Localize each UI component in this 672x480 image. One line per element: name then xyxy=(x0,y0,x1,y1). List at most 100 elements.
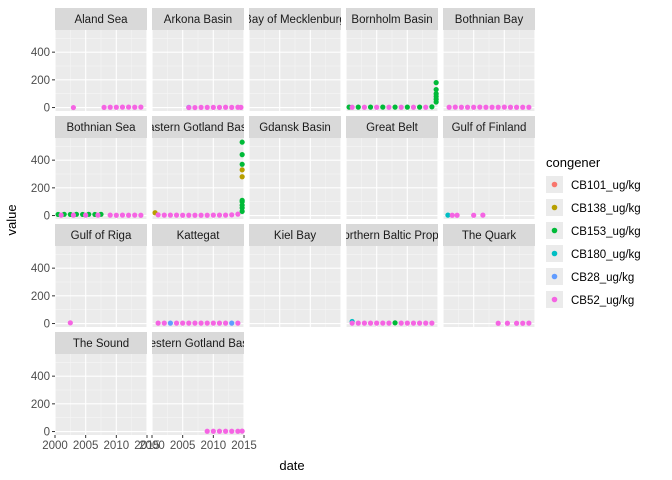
data-point xyxy=(446,104,452,110)
data-point xyxy=(210,320,216,326)
data-point xyxy=(138,104,144,110)
y-tick-label: 0 xyxy=(44,211,50,223)
data-point xyxy=(138,212,144,218)
data-point xyxy=(423,320,429,326)
data-point xyxy=(504,320,510,326)
data-point xyxy=(380,104,386,110)
legend-label: CB28_ug/kg xyxy=(571,272,634,284)
facet-western-gotland-basin: Western Gotland Basin xyxy=(139,332,257,435)
facet-strip-label: Western Gotland Basin xyxy=(139,338,257,350)
facet-strip xyxy=(346,116,438,138)
facet-strip-label: Bothnian Bay xyxy=(455,14,524,26)
data-point xyxy=(239,174,245,180)
data-point xyxy=(349,104,355,110)
facet-strip-label: Aland Sea xyxy=(74,14,128,26)
x-tick-label: 2005 xyxy=(73,440,99,452)
data-point xyxy=(392,320,398,326)
legend-item-cb180-ug-kg: CB180_ug/kg xyxy=(546,245,641,262)
data-point xyxy=(454,212,460,218)
data-point xyxy=(180,320,186,326)
y-tick-label: 400 xyxy=(31,155,50,167)
data-point xyxy=(223,320,229,326)
data-point xyxy=(471,104,477,110)
data-point xyxy=(216,428,223,434)
facet-strip-label: Eastern Gotland Basin xyxy=(140,122,255,134)
data-point xyxy=(238,104,244,110)
data-point xyxy=(204,212,210,218)
facet-bay-of-mecklenburg: Bay of Mecklenburg xyxy=(244,8,346,111)
data-point xyxy=(355,104,361,110)
facet-strip-label: Gulf of Riga xyxy=(71,230,132,242)
data-point xyxy=(239,428,245,434)
facet-strip xyxy=(55,116,147,138)
facet-kattegat: Kattegat xyxy=(151,224,245,327)
data-point xyxy=(429,104,435,110)
data-point xyxy=(204,428,210,434)
data-point xyxy=(526,104,532,110)
data-point xyxy=(186,212,192,218)
x-tick-label: 2000 xyxy=(139,440,165,452)
data-point xyxy=(107,104,113,110)
data-point xyxy=(173,212,180,218)
data-point xyxy=(423,104,429,110)
data-point xyxy=(223,428,229,434)
x-tick-label: 2010 xyxy=(104,440,130,452)
facet-strip-label: Kiel Bay xyxy=(274,230,316,242)
legend-label: CB101_ug/kg xyxy=(571,180,641,192)
x-axis-title: date xyxy=(279,458,304,473)
data-point xyxy=(58,212,64,218)
facet-strip-label: Kattegat xyxy=(177,230,221,242)
data-point xyxy=(417,104,423,110)
facet-strip-label: Great Belt xyxy=(366,122,419,134)
data-point xyxy=(239,197,245,203)
data-point xyxy=(223,212,229,218)
legend-title: congener xyxy=(546,155,601,170)
data-point xyxy=(239,139,245,145)
data-point xyxy=(398,104,404,110)
data-point xyxy=(514,320,520,326)
facet-strip-label: Northern Baltic Proper xyxy=(335,230,449,242)
facet-strip xyxy=(55,8,147,30)
data-point xyxy=(113,212,119,218)
data-point xyxy=(507,104,514,110)
facet-strip xyxy=(55,332,147,354)
legend-item-cb101-ug-kg: CB101_ug/kg xyxy=(546,176,641,193)
y-tick-label: 0 xyxy=(44,319,50,331)
x-tick-label: 2005 xyxy=(170,440,196,452)
data-point xyxy=(229,212,235,218)
facet-strip xyxy=(249,116,341,138)
y-tick-label: 400 xyxy=(31,371,50,383)
data-point xyxy=(70,104,76,111)
facet-gdansk-basin: Gdansk Basin xyxy=(248,116,342,219)
data-point xyxy=(477,104,483,110)
data-point xyxy=(433,86,439,93)
data-point xyxy=(483,104,489,110)
data-point xyxy=(520,320,526,326)
data-point xyxy=(235,428,241,434)
facet-strip xyxy=(55,224,147,246)
data-point xyxy=(119,212,126,218)
data-point xyxy=(239,167,245,173)
legend-swatch xyxy=(551,250,558,257)
data-point xyxy=(417,320,423,326)
x-tick-label: 2000 xyxy=(42,440,68,452)
data-point xyxy=(410,320,417,326)
data-point xyxy=(210,428,216,434)
data-point xyxy=(229,428,235,434)
data-point xyxy=(107,212,113,218)
y-tick-label: 0 xyxy=(44,103,50,115)
data-point xyxy=(367,320,374,326)
facet-strip-label: Gulf of Finland xyxy=(452,122,527,134)
data-point xyxy=(132,212,138,218)
data-point xyxy=(198,104,204,110)
data-point xyxy=(198,320,204,326)
data-point xyxy=(167,320,173,326)
y-tick-label: 0 xyxy=(44,427,50,439)
data-point xyxy=(526,320,532,326)
data-point xyxy=(433,80,439,86)
facet-strip-label: Bay of Mecklenburg xyxy=(244,14,346,26)
data-point xyxy=(126,104,132,110)
facet-the-quark: The Quark xyxy=(442,224,536,327)
y-tick-label: 400 xyxy=(31,47,50,59)
